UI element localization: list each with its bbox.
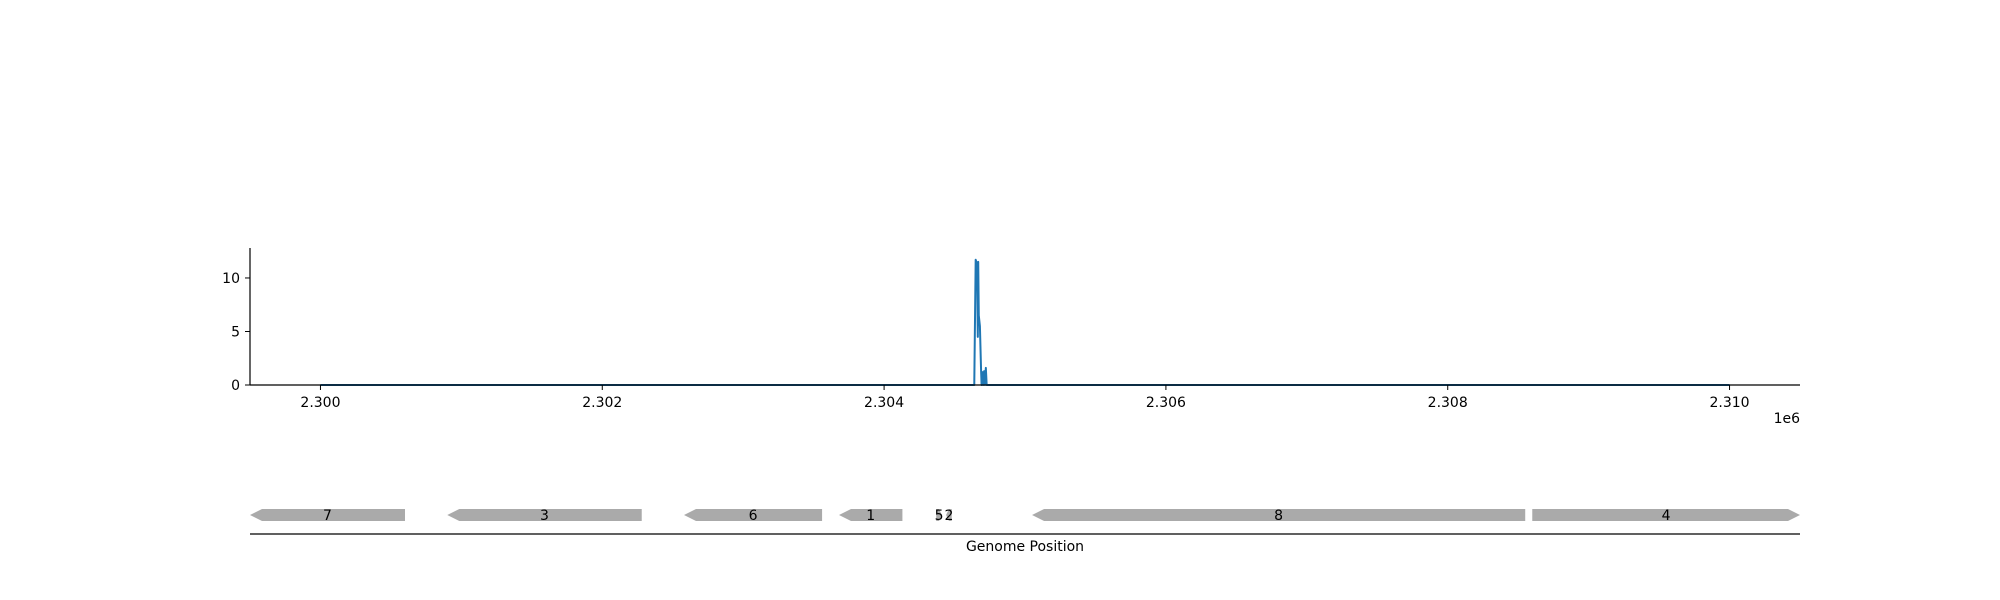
gene-arrow-2 <box>946 509 952 521</box>
coverage-chart: 2.300 2.302 2.304 2.306 2.308 2.310 0 5 10 1e6 <box>222 248 1800 427</box>
gene-arrow-8 <box>1032 509 1526 521</box>
gene-label-3: 3 <box>540 508 549 524</box>
gene-arrow-4 <box>1532 509 1800 521</box>
gene-label-7: 7 <box>323 508 332 524</box>
x-axis-offset-label: 1e6 <box>1774 411 1801 427</box>
y-tick-label-1: 5 <box>231 324 240 340</box>
gene-label-1: 1 <box>866 508 875 524</box>
gene-label-4: 4 <box>1662 508 1671 524</box>
gene-arrow-1 <box>839 509 903 521</box>
gene-arrow-6 <box>684 509 823 521</box>
x-axis-ticks: 2.300 2.302 2.304 2.306 2.308 2.310 <box>300 385 1750 411</box>
gene-arrow-7 <box>250 509 405 521</box>
gene-arrow-3 <box>447 509 642 521</box>
gene-arrow-5 <box>936 509 942 521</box>
y-tick-label-2: 10 <box>222 271 240 287</box>
x-tick-label-3: 2.306 <box>1146 395 1186 411</box>
gene-label-6: 6 <box>749 508 758 524</box>
coverage-line-0 <box>320 258 1730 386</box>
x-tick-label-0: 2.300 <box>300 395 340 411</box>
x-tick-label-2: 2.304 <box>864 395 904 411</box>
x-tick-label-4: 2.308 <box>1428 395 1468 411</box>
gene-label-8: 8 <box>1274 508 1283 524</box>
gene-label-5: 5 <box>935 508 944 524</box>
y-tick-label-0: 0 <box>231 378 240 394</box>
coverage-series-group <box>320 258 1730 386</box>
x-tick-label-5: 2.310 <box>1709 395 1749 411</box>
gene-label-2: 2 <box>944 508 953 524</box>
x-tick-label-1: 2.302 <box>582 395 622 411</box>
x-axis-label: Genome Position <box>966 539 1084 555</box>
y-axis-ticks: 0 5 10 <box>222 271 250 394</box>
